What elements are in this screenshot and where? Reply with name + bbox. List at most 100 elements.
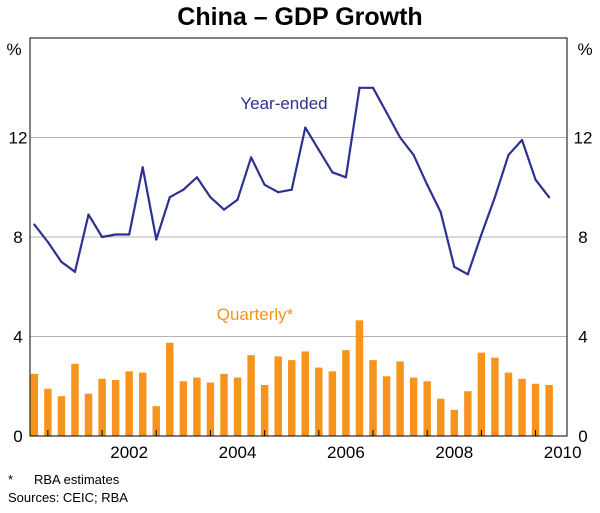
x-tick-label-2002: 2002 — [110, 443, 148, 462]
footnote-text: RBA estimates — [34, 472, 120, 487]
point-year-ended-9 — [155, 238, 158, 241]
bar-quarterly-20 — [301, 351, 309, 436]
point-year-ended-23 — [344, 176, 348, 179]
point-year-ended-0 — [33, 223, 36, 226]
point-year-ended-7 — [128, 233, 131, 236]
point-year-ended-21 — [317, 148, 320, 152]
bar-quarterly-7 — [125, 371, 133, 436]
point-year-ended-33 — [480, 233, 483, 236]
x-tick-label-2010: 2010 — [544, 443, 582, 462]
point-year-ended-24 — [358, 86, 361, 89]
sources-note: Sources: CEIC; RBA — [8, 490, 128, 505]
chart-title: China – GDP Growth — [177, 3, 422, 31]
point-year-ended-34 — [493, 196, 497, 199]
point-year-ended-37 — [534, 178, 537, 181]
y-tick-label-left-12: 12 — [9, 129, 28, 148]
point-year-ended-30 — [439, 211, 442, 214]
point-year-ended-35 — [507, 153, 510, 157]
bar-quarterly-30 — [437, 398, 445, 436]
point-year-ended-27 — [399, 136, 402, 139]
point-year-ended-38 — [548, 196, 551, 199]
x-tick-label-2006: 2006 — [327, 443, 365, 462]
y-tick-label-left-4: 4 — [13, 328, 22, 347]
bar-quarterly-11 — [179, 381, 188, 436]
point-year-ended-15 — [236, 198, 239, 201]
point-year-ended-8 — [141, 166, 144, 169]
y-unit-right: % — [577, 40, 592, 59]
point-year-ended-10 — [168, 196, 171, 199]
bar-quarterly-2 — [57, 396, 66, 436]
bar-quarterly-29 — [423, 381, 431, 436]
plot-frame — [29, 37, 568, 437]
bar-quarterly-21 — [315, 367, 323, 436]
point-year-ended-36 — [520, 138, 524, 142]
bar-quarterly-25 — [369, 360, 377, 436]
series-label-year-ended: Year-ended — [240, 94, 327, 113]
bar-quarterly-5 — [98, 378, 106, 436]
x-tick-label-2008: 2008 — [435, 443, 473, 462]
point-year-ended-16 — [249, 156, 253, 159]
y-tick-label-right-0: 0 — [578, 427, 587, 446]
point-year-ended-6 — [114, 233, 117, 236]
bar-quarterly-12 — [193, 377, 201, 436]
point-year-ended-32 — [466, 273, 469, 276]
point-year-ended-31 — [453, 265, 456, 268]
point-year-ended-11 — [182, 188, 185, 191]
point-year-ended-14 — [222, 208, 226, 211]
point-year-ended-13 — [209, 196, 212, 199]
bar-quarterly-13 — [206, 382, 215, 436]
bar-quarterly-35 — [504, 372, 513, 436]
point-year-ended-5 — [100, 235, 104, 239]
point-year-ended-2 — [60, 260, 63, 263]
bar-quarterly-18 — [274, 356, 282, 436]
footnote-marker: * — [8, 472, 14, 487]
bar-quarterly-16 — [247, 355, 255, 436]
bar-quarterly-22 — [328, 371, 337, 436]
y-tick-label-right-8: 8 — [578, 228, 587, 247]
point-year-ended-28 — [412, 153, 415, 157]
plot-area — [29, 37, 568, 437]
point-year-ended-18 — [277, 191, 280, 194]
point-year-ended-25 — [371, 86, 375, 89]
bar-quarterly-1 — [44, 388, 52, 436]
y-tick-label-left-8: 8 — [13, 228, 22, 247]
bar-quarterly-8 — [138, 372, 147, 436]
y-tick-label-right-12: 12 — [574, 129, 593, 148]
x-tick-label-2004: 2004 — [219, 443, 257, 462]
bar-quarterly-37 — [531, 383, 540, 436]
bar-quarterly-15 — [233, 377, 242, 436]
bar-quarterly-33 — [477, 352, 486, 436]
line-year-ended — [33, 86, 550, 276]
bar-quarterly-24 — [355, 320, 364, 436]
bar-quarterly-38 — [545, 385, 553, 436]
bar-quarterly-36 — [518, 378, 526, 436]
bar-quarterly-19 — [288, 360, 296, 436]
bar-quarterly-23 — [342, 350, 350, 436]
bar-quarterly-31 — [450, 409, 459, 436]
series-label-quarterly: Quarterly* — [217, 305, 294, 324]
bar-quarterly-26 — [382, 376, 391, 436]
bar-quarterly-3 — [71, 363, 79, 436]
y-unit-left: % — [6, 40, 21, 59]
bar-quarterly-32 — [464, 391, 472, 436]
point-year-ended-12 — [195, 176, 198, 179]
point-year-ended-22 — [331, 171, 334, 174]
bar-quarterly-0 — [30, 373, 39, 436]
bar-quarterly-28 — [409, 377, 418, 436]
bar-quarterly-34 — [491, 357, 499, 436]
y-tick-label-left-0: 0 — [13, 427, 22, 446]
bar-quarterly-9 — [152, 406, 160, 436]
point-year-ended-26 — [385, 111, 388, 114]
bar-quarterly-4 — [84, 393, 93, 436]
bar-quarterly-10 — [166, 342, 174, 436]
bar-quarterly-17 — [260, 385, 269, 436]
point-year-ended-29 — [426, 183, 429, 186]
bar-quarterly-6 — [111, 380, 120, 436]
bar-quarterly-14 — [220, 373, 228, 436]
bar-quarterly-27 — [396, 361, 404, 436]
point-year-ended-17 — [263, 183, 266, 186]
point-year-ended-19 — [290, 188, 293, 191]
point-year-ended-20 — [304, 126, 307, 129]
point-year-ended-3 — [73, 270, 77, 273]
